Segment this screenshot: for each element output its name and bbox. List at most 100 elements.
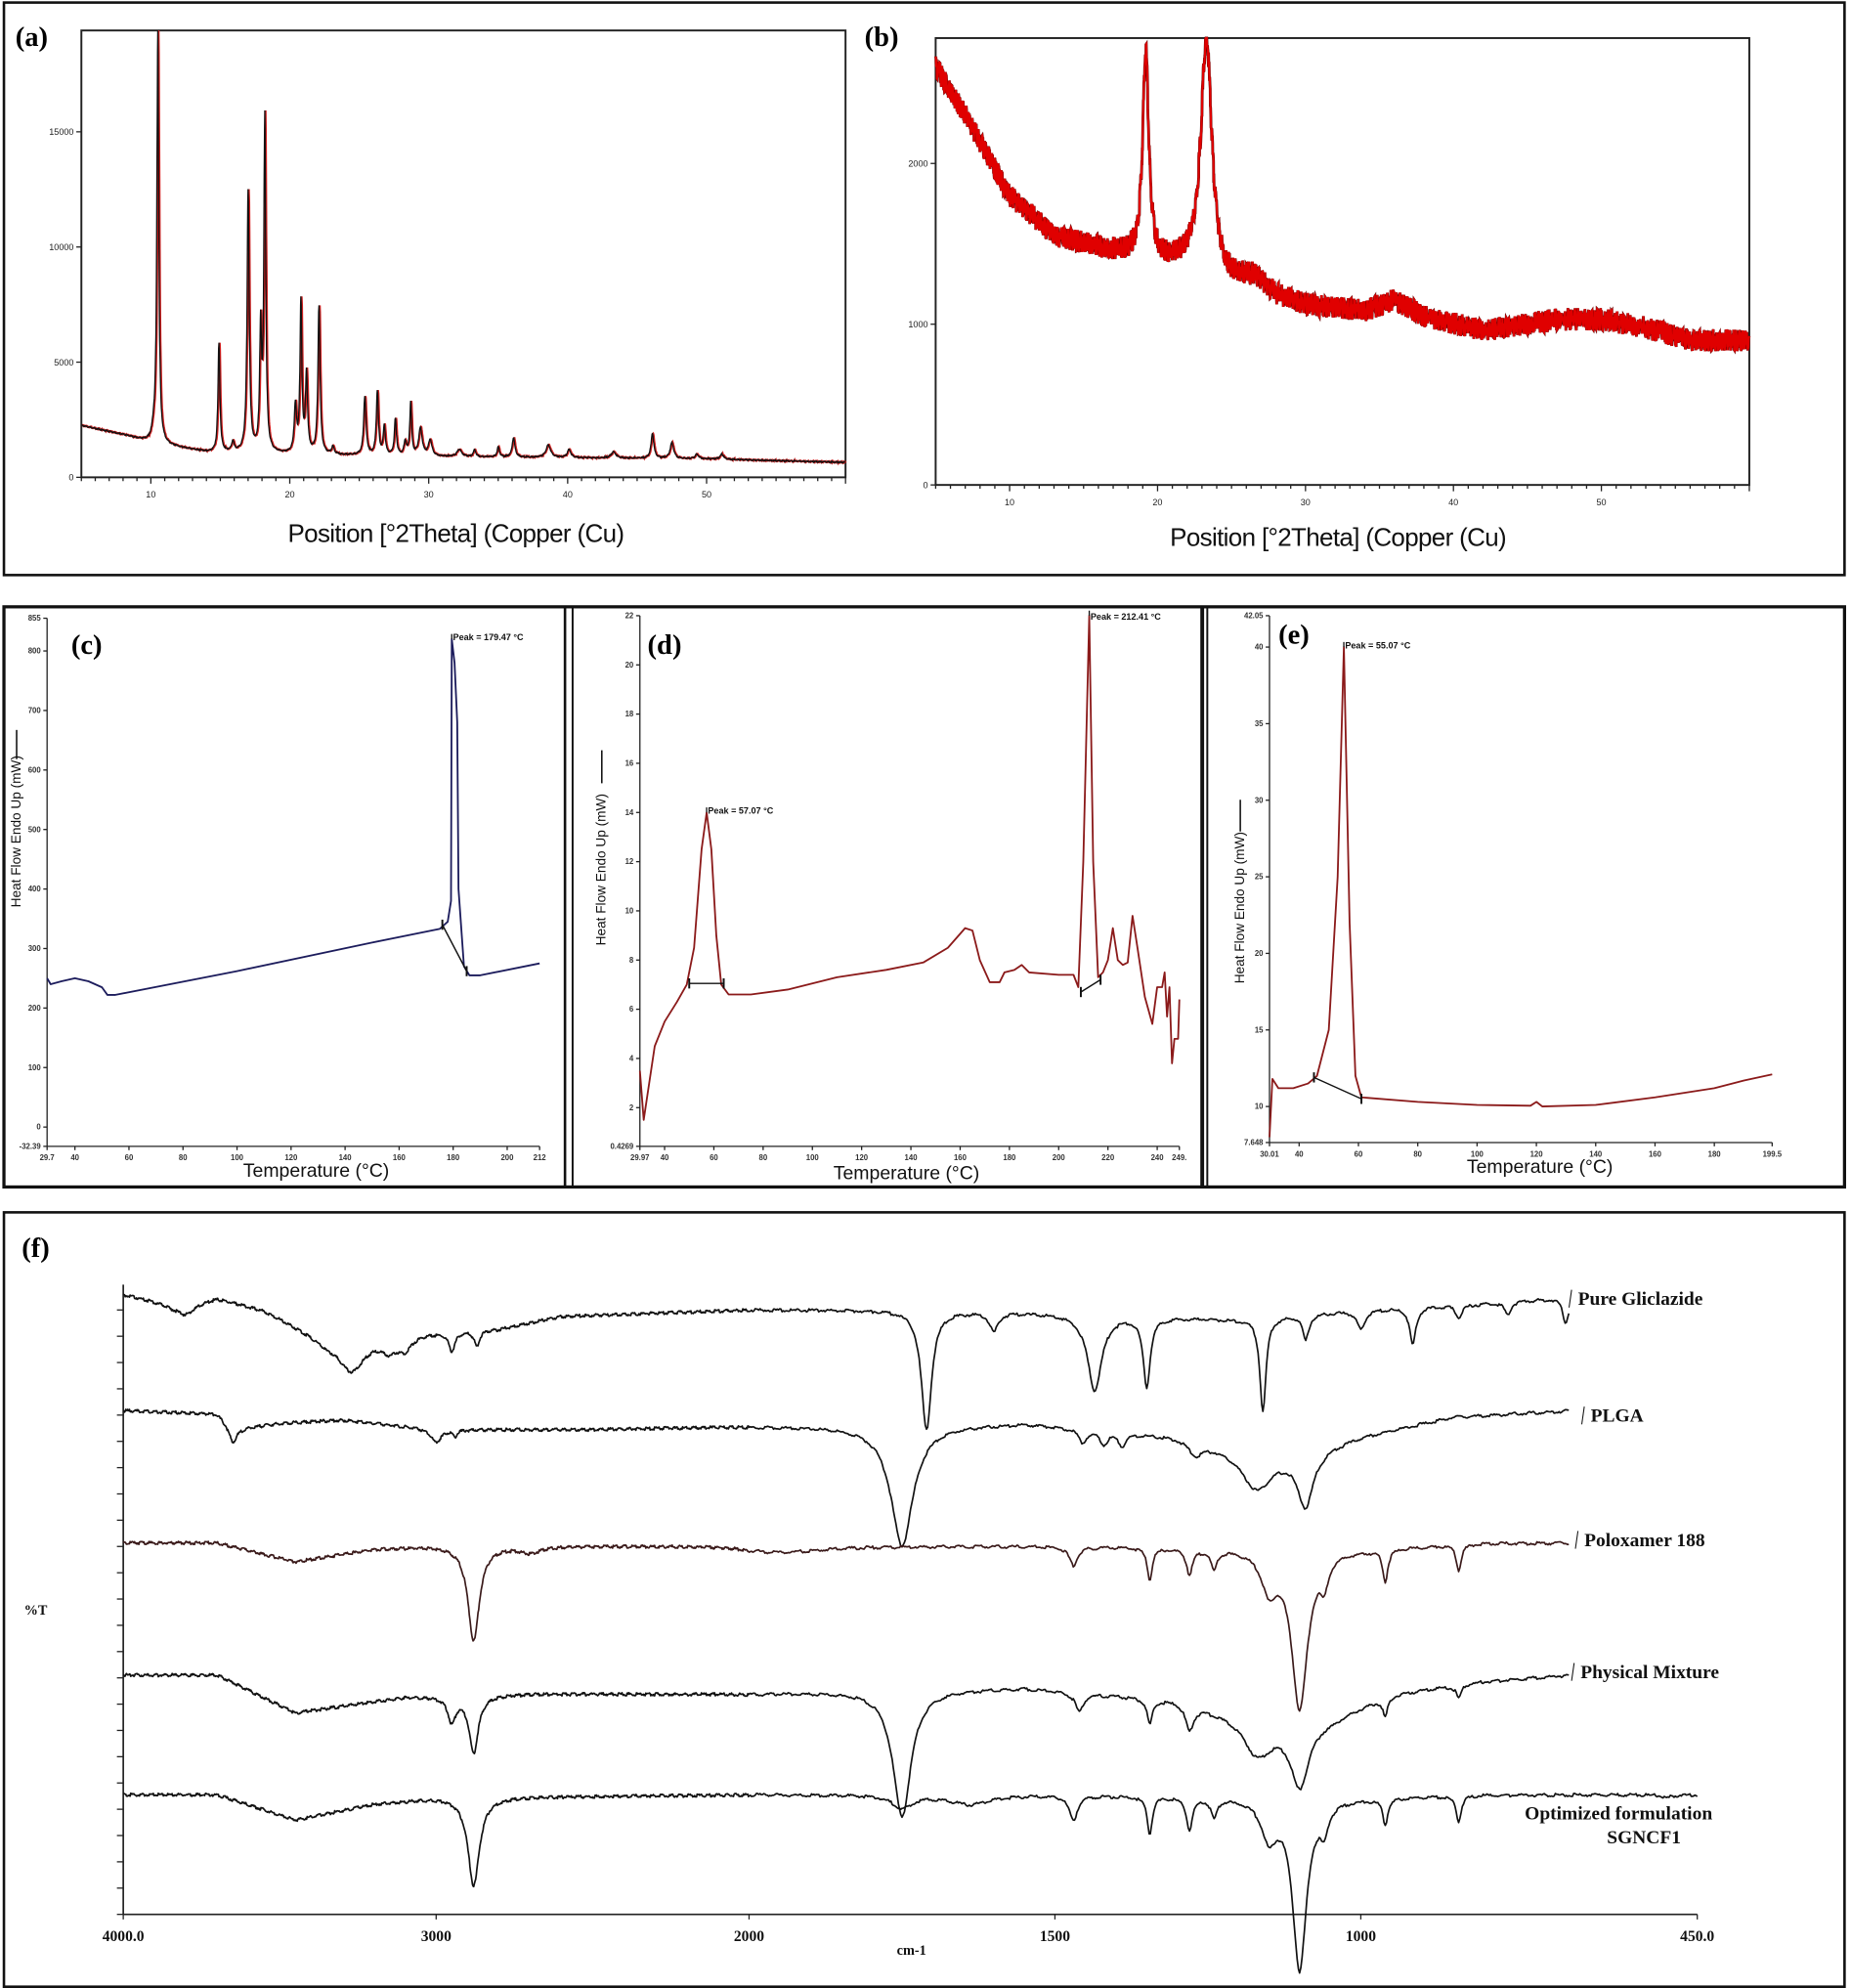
x-tick-label: 40 — [70, 1153, 79, 1162]
dsc-plot-c: 29.7 40 60 80 100 120 140 160 180 200 212 -32.39 0 10… — [9, 614, 546, 1182]
y-tick-label: 2 — [629, 1103, 634, 1112]
x-tick-label: 3000 — [421, 1928, 452, 1945]
y-axis-title: %T — [24, 1603, 48, 1619]
y-tick-label: -32.39 — [20, 1142, 42, 1150]
x-tick-label: 100 — [231, 1153, 244, 1162]
xrd-trace — [80, 30, 846, 465]
panel-label-a: (a) — [16, 22, 48, 53]
x-tick-label: 80 — [759, 1153, 768, 1162]
panel-label-d: (d) — [648, 630, 682, 661]
y-tick-label: 200 — [28, 1004, 42, 1013]
panel-label-c: (c) — [71, 630, 103, 661]
y-tick-label: 8 — [629, 956, 634, 965]
y-tick-label: 20 — [1255, 949, 1264, 958]
x-tick-label: 4000.0 — [103, 1928, 145, 1945]
x-tick-label: 240 — [1151, 1153, 1165, 1162]
y-tick-label: 0 — [68, 473, 73, 483]
y-tick-label: 12 — [625, 857, 634, 866]
x-tick-label: 20 — [284, 490, 294, 499]
x-tick-label: 140 — [339, 1153, 353, 1162]
y-tick-label: 22 — [625, 612, 634, 621]
y-tick-label: 800 — [28, 647, 42, 656]
y-tick-label: 855 — [28, 614, 42, 623]
x-tick-label: 40 — [563, 490, 573, 499]
y-tick-label: 600 — [28, 765, 42, 774]
label-leader — [1571, 1663, 1575, 1681]
x-tick-label: 29.97 — [630, 1153, 649, 1162]
xrd-plot-a: 10 20 30 40 50 0 5000 10000 15000 Position [°2The… — [49, 29, 847, 548]
x-tick-label: 40 — [1295, 1149, 1304, 1158]
x-tick-label: 1000 — [1346, 1928, 1376, 1945]
x-tick-label: 60 — [1355, 1149, 1363, 1158]
x-tick-label: 200 — [500, 1153, 514, 1162]
panel-label-b: (b) — [865, 22, 899, 53]
x-tick-label: 120 — [855, 1153, 869, 1162]
dsc-plot-e: 30.01 40 60 80 100 120 140 160 180 199.5 7.648 10 15… — [1232, 612, 1783, 1179]
peak-annotation: Peak = 55.07 °C — [1345, 640, 1410, 650]
ftir-trace — [122, 1540, 1570, 1712]
integration-baseline — [1080, 978, 1101, 993]
y-tick-label: 42.05 — [1244, 612, 1264, 621]
dsc-plot-d: 29.97 40 60 80 100 120 140 160 180 200 220 240 249.0… — [594, 610, 1186, 1185]
label-leader — [1569, 1289, 1572, 1308]
x-axis-title: Temperature (°C) — [1467, 1156, 1614, 1178]
y-tick-label: 700 — [28, 707, 42, 715]
x-tick-label: 160 — [393, 1153, 407, 1162]
panel-label-f: (f) — [22, 1233, 50, 1264]
y-tick-label: 30 — [1255, 796, 1264, 804]
y-tick-label: 35 — [1255, 719, 1264, 728]
ftir-trace — [122, 1792, 1699, 1974]
x-tick-label: 249. — [1172, 1153, 1186, 1162]
x-tick-label: 1500 — [1040, 1928, 1070, 1945]
y-tick-label: 40 — [1255, 643, 1264, 652]
x-tick-label: 140 — [905, 1153, 919, 1162]
y-tick-label: 20 — [625, 661, 634, 670]
x-tick-label: 29.7 — [40, 1153, 55, 1162]
y-axis-title: Heat Flow Endo Up (mW) — [9, 756, 23, 907]
y-tick-label: 7.648 — [1244, 1139, 1264, 1147]
x-tick-label: 120 — [284, 1153, 298, 1162]
integration-baseline — [441, 924, 468, 972]
y-tick-label: 15 — [1255, 1025, 1264, 1034]
y-tick-label: 400 — [28, 885, 42, 893]
xrd-plot-b: 10 20 30 40 50 0 1000 2000 Position [°2Theta] (C… — [908, 36, 1751, 552]
x-axis-title: Temperature (°C) — [834, 1163, 980, 1185]
y-tick-label: 0 — [924, 480, 928, 490]
x-tick-label: 212 — [534, 1153, 547, 1162]
x-tick-label: 200 — [1053, 1153, 1066, 1162]
y-tick-label: 15000 — [49, 127, 73, 137]
y-tick-label: 0.4269 — [610, 1142, 633, 1150]
x-tick-label: 60 — [710, 1153, 718, 1162]
x-tick-label: 30 — [424, 490, 434, 499]
label-leader — [1574, 1531, 1579, 1549]
x-tick-label: 10 — [1005, 497, 1014, 507]
x-tick-label: 30.01 — [1260, 1149, 1279, 1158]
x-tick-label: 160 — [954, 1153, 968, 1162]
x-tick-label: 80 — [1413, 1149, 1422, 1158]
y-tick-label: 4 — [629, 1055, 634, 1063]
y-tick-label: 18 — [625, 710, 634, 718]
y-tick-label: 10000 — [49, 242, 73, 252]
y-tick-label: 5000 — [54, 358, 73, 367]
x-tick-label: 100 — [1471, 1149, 1485, 1158]
series-label: Optimized formulation SGNCF1 — [1525, 1803, 1712, 1848]
x-tick-label: 20 — [1152, 497, 1162, 507]
frame-xrd — [2, 1, 1846, 577]
x-tick-label: 50 — [702, 490, 711, 499]
y-tick-label: 0 — [36, 1123, 41, 1132]
y-tick-label: 500 — [28, 825, 42, 834]
series-label: Physical Mixture — [1580, 1663, 1719, 1683]
x-tick-label: 2000 — [734, 1928, 764, 1945]
x-tick-label: 100 — [806, 1153, 820, 1162]
xrd-trace — [934, 36, 1750, 354]
x-tick-label: 180 — [447, 1153, 460, 1162]
dsc-trace — [638, 615, 1181, 1121]
dsc-trace — [46, 637, 540, 996]
x-tick-label: 120 — [1530, 1149, 1544, 1158]
x-tick-label: 40 — [1448, 497, 1458, 507]
dsc-trace — [1269, 646, 1773, 1138]
peak-annotation: Peak = 57.07 °C — [708, 806, 773, 816]
plot-frame — [934, 36, 1750, 487]
y-tick-label: 2000 — [908, 158, 927, 168]
